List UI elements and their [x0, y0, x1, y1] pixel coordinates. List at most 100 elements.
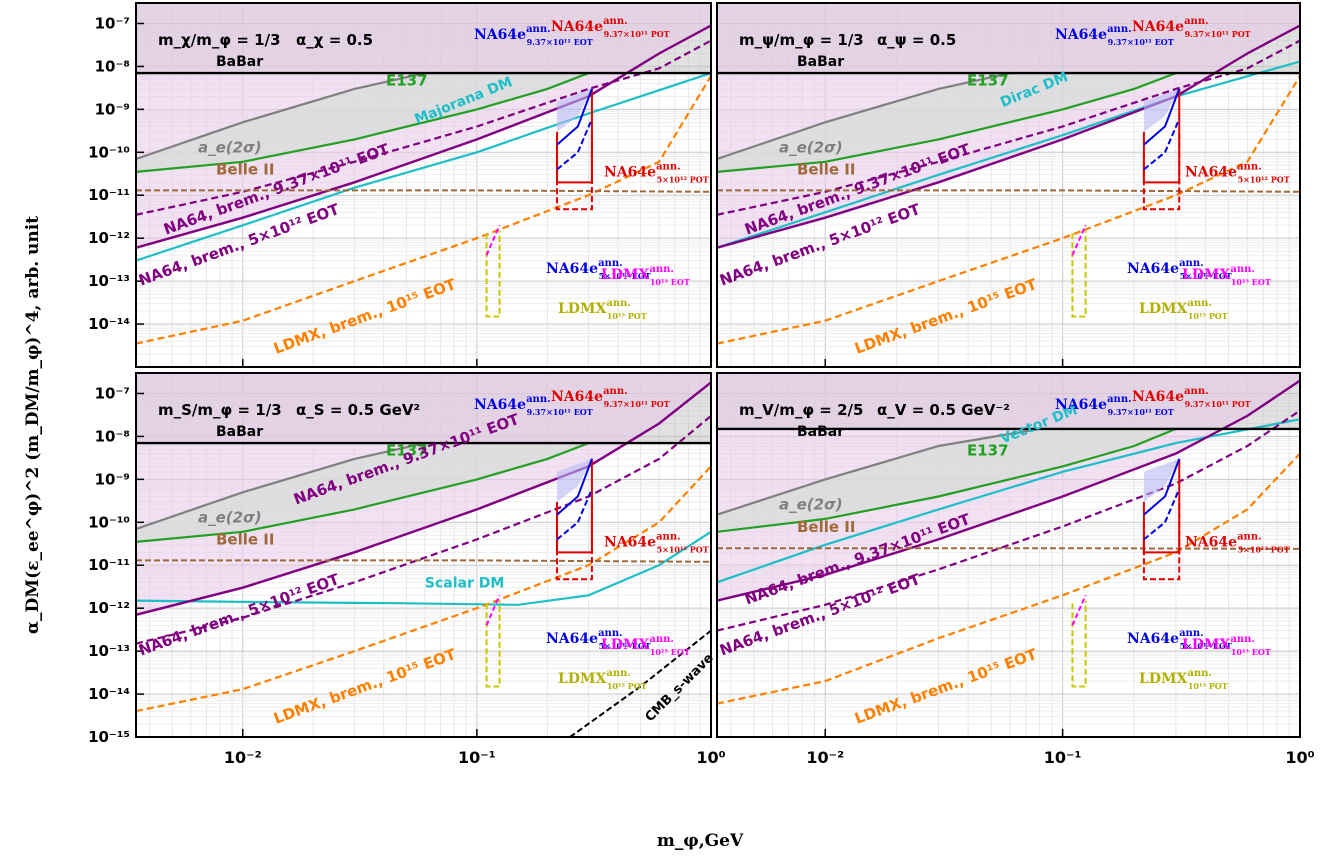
x-tick-label: 10⁻² [806, 748, 844, 767]
y-tick-label: 10⁻⁷ [95, 384, 130, 402]
e137-curve [717, 427, 1177, 533]
na64e-ann-region [1143, 458, 1180, 502]
na64-5e12-curve [136, 415, 711, 645]
babar-label: BaBar [797, 54, 844, 70]
y-tick-label: 10⁻⁹ [95, 100, 130, 118]
ae-label: a_e(2σ) [198, 138, 262, 156]
y-tick-label: 10⁻¹³ [88, 642, 130, 660]
ldmx-label: LDMX, brem., 10¹⁵ EOT [271, 645, 459, 728]
cmb-label: CMB_s-wave [642, 651, 716, 725]
panel-coupling-label: α_V = 0.5 GeV⁻² [877, 401, 1010, 419]
panel-frame [135, 2, 712, 368]
ae-label: a_e(2σ) [779, 138, 843, 156]
ae-label: a_e(2σ) [198, 508, 262, 526]
x-axis-label: m_φ,GeV [657, 831, 744, 851]
x-tick-label: 10⁻¹ [458, 748, 496, 767]
axis-ticks: 10⁻¹⁴ 10⁻¹³ 10⁻¹² 10⁻¹¹ 10⁻¹⁰ 10⁻⁹ 10⁻⁸ 10⁻⁷ [88, 14, 712, 368]
ldmx-ann-pot-curve [485, 600, 501, 688]
na64-5e12-curve [717, 39, 1300, 216]
y-tick-label: 10⁻¹¹ [88, 186, 130, 204]
ann-label-2: NA64eann. 9.37×10¹¹ EOT [474, 24, 593, 47]
ae-curve [136, 72, 426, 161]
y-tick-label: 10⁻¹⁰ [88, 143, 130, 161]
panels-group: 10⁻¹⁴ 10⁻¹³ 10⁻¹² 10⁻¹¹ 10⁻¹⁰ 10⁻⁹ 10⁻⁸ 10⁻⁷ m_χ… [88, 2, 1315, 767]
ae-curve [136, 442, 426, 531]
ann-label-4: NA64eann. 5×10¹² EOT [546, 628, 651, 651]
na64-937-curve [136, 381, 711, 616]
e137-curve [136, 442, 589, 543]
ann-label-5: LDMXann. 10¹⁵ EOT [601, 634, 690, 657]
e137-label: E137 [967, 441, 1009, 459]
belle-label: Belle II [216, 160, 274, 178]
na64-5e12-curve [717, 409, 1300, 632]
y-tick-label: 10⁻⁹ [95, 470, 130, 488]
dm-label: Scalar DM [425, 575, 504, 591]
belle-label: Belle II [797, 518, 855, 536]
ann-label-1: NA64eann. 9.37×10¹¹ POT [551, 386, 670, 409]
ann-label-1: NA64eann. 9.37×10¹¹ POT [1132, 16, 1251, 39]
e137-label: E137 [967, 71, 1009, 89]
panel-coupling-label: α_S = 0.5 GeV² [296, 401, 420, 419]
ann-label-4: NA64eann. 5×10¹² EOT [546, 258, 651, 281]
y-tick-label: 10⁻¹² [88, 229, 130, 247]
belle-curve [136, 559, 711, 563]
belle-label: Belle II [797, 160, 855, 178]
na64e-ann-937-eot-curve [1143, 458, 1181, 516]
panel-2: m_ψ/m_φ = 1/3 α_ψ = 0.5 BaBar a_e(2σ) E137 Be… [716, 2, 1301, 368]
ldmx-brem-curve [717, 75, 1300, 345]
plot-area [717, 3, 1300, 367]
ann-label-4: NA64eann. 5×10¹² EOT [1127, 258, 1232, 281]
ldmx-label: LDMX, brem., 10¹⁵ EOT [852, 645, 1040, 728]
na64-region [717, 3, 1300, 248]
ann-label-3: NA64eann. 5×10¹² POT [1185, 161, 1290, 184]
e137-curve [136, 72, 589, 173]
y-tick-label: 10⁻⁸ [95, 57, 130, 75]
babar-label: BaBar [216, 424, 263, 440]
x-tick-label: 10⁻¹ [1044, 748, 1082, 767]
panel-coupling-label: α_ψ = 0.5 [877, 31, 956, 49]
dm-curve [717, 60, 1300, 249]
na64-937-curve [717, 24, 1300, 249]
ldmx-ann-eot-curve [1071, 224, 1087, 256]
babar-label: BaBar [797, 424, 844, 440]
belle-curve [717, 547, 1300, 550]
y-tick-label: 10⁻⁸ [95, 427, 130, 445]
y-tick-label: 10⁻¹⁰ [88, 513, 130, 531]
ann-label-6: LDMXann. 10¹⁵ POT [558, 668, 647, 691]
panel-ratio-label: m_ψ/m_φ = 1/3 [739, 31, 864, 49]
na64e-ann-5e12-pot-curve [556, 501, 593, 581]
na64-5e12-curve [136, 39, 711, 216]
na64-937-curve [136, 24, 711, 249]
ae-curve [717, 427, 1040, 516]
axis-ticks [824, 359, 1301, 367]
na64-region [136, 373, 711, 615]
ann-label-1: NA64eann. 9.37×10¹¹ POT [551, 16, 670, 39]
x-tick-label: 10⁻² [224, 748, 262, 767]
ldmx-ann-pot-curve [1071, 600, 1087, 688]
panel-4: 10⁻² 10⁻¹ 10⁰ m_V/m_φ = 2/5 α_V = 0.5 GeV⁻² B… [716, 372, 1315, 767]
ldmx-ann-eot-curve [1071, 594, 1087, 626]
babar-label: BaBar [216, 54, 263, 70]
ann-label-4: NA64eann. 5×10¹² EOT [1127, 628, 1232, 651]
ann-label-3: NA64eann. 5×10¹² POT [1185, 531, 1290, 554]
panel-ratio-label: m_V/m_φ = 2/5 [739, 401, 863, 419]
panel-ratio-label: m_S/m_φ = 1/3 [158, 401, 282, 419]
ann-label-2: NA64eann. 9.37×10¹¹ EOT [1055, 24, 1174, 47]
e137-label: E137 [386, 441, 428, 459]
e137-label: E137 [386, 71, 428, 89]
na64e-ann-region [557, 88, 592, 132]
axis-ticks: 10⁻² 10⁻¹ 10⁰ 10⁻¹⁵ 10⁻¹⁴ 10⁻¹³ 10⁻¹² 10⁻¹¹ 10⁻¹… [88, 384, 726, 767]
ann-label-5: LDMXann. 10¹⁵ EOT [1182, 264, 1271, 287]
ldmx-brem-curve [136, 465, 711, 713]
dm-curve [136, 530, 711, 606]
ldmx-ann-eot-curve [485, 224, 501, 256]
y-axis-label: α_DM(ε_ee^φ)^2 (m_DM/m_φ)^4, arb. unit [23, 216, 43, 634]
cmb-curve [569, 629, 711, 737]
ann-label-6: LDMXann. 10¹⁵ POT [558, 298, 647, 321]
y-tick-label: 10⁻¹⁴ [88, 685, 130, 703]
ldmx-ann-eot-curve [485, 594, 501, 626]
ann-label-2: NA64eann. 9.37×10¹¹ EOT [1055, 394, 1174, 417]
panel-coupling-label: α_χ = 0.5 [296, 31, 373, 49]
ldmx-label: LDMX, brem., 10¹⁵ EOT [271, 275, 459, 358]
